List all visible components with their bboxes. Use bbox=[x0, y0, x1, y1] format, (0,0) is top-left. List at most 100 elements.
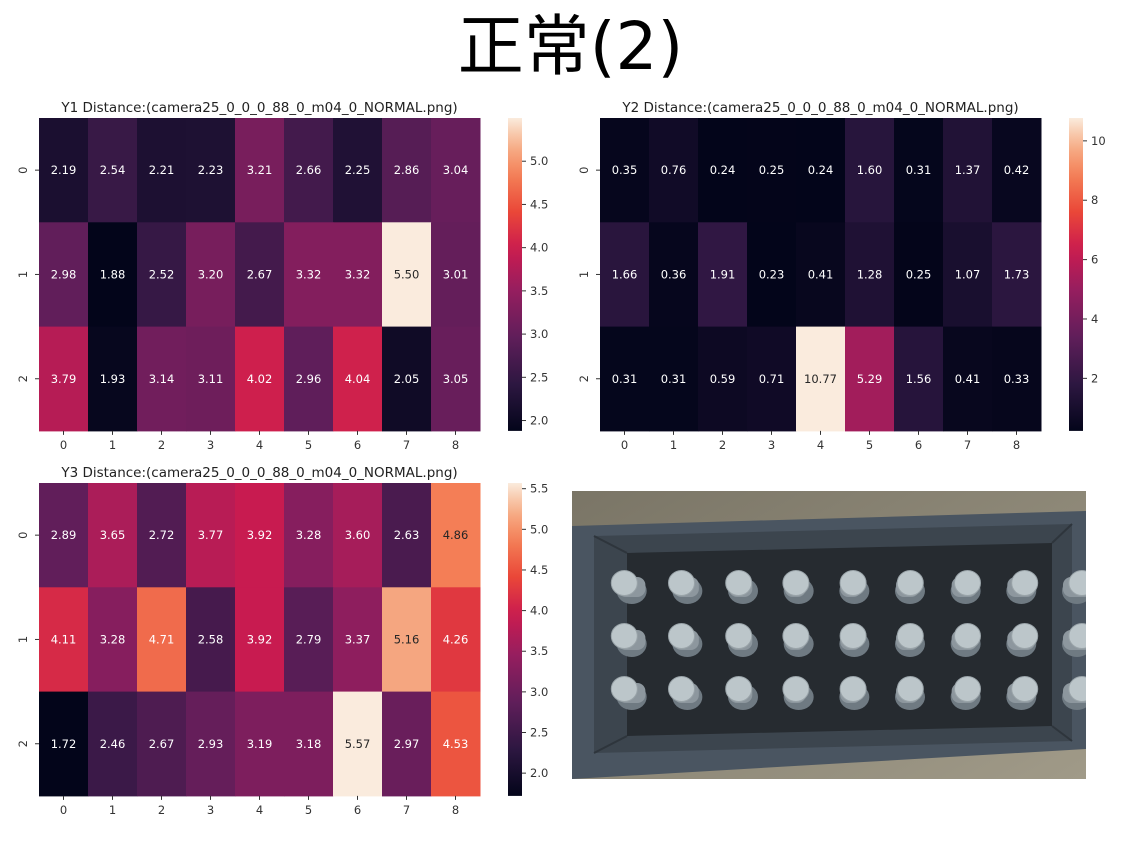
heatmap-cell bbox=[333, 483, 383, 588]
x-tick-label: 0 bbox=[60, 803, 67, 817]
colorbar-tick-label: 2.0 bbox=[530, 414, 548, 428]
heatmap-cell-label: 2.67 bbox=[247, 267, 273, 281]
y-tick-label: 2 bbox=[577, 375, 591, 382]
heatmap-cell-label: 1.28 bbox=[857, 267, 883, 281]
y-tick-label: 1 bbox=[16, 636, 30, 643]
heatmap-cell bbox=[431, 483, 481, 588]
heatmap-cell bbox=[186, 326, 236, 432]
heatmap-cell-label: 3.11 bbox=[198, 372, 224, 386]
heatmap-cell-label: 3.65 bbox=[100, 528, 126, 542]
heatmap-cell bbox=[382, 587, 432, 693]
heatmap-cell bbox=[235, 222, 285, 328]
heatmap-y2-chart: Y2 Distance:(camera25_0_0_0_88_0_m04_0_N… bbox=[577, 100, 1106, 452]
heatmap-cell bbox=[649, 222, 699, 328]
heatmap-cell bbox=[845, 222, 895, 328]
heatmap-cell-label: 0.33 bbox=[1004, 372, 1030, 386]
heatmap-cell bbox=[796, 222, 846, 328]
heatmap-cell bbox=[137, 118, 187, 223]
x-tick-label: 6 bbox=[354, 803, 361, 817]
heatmap-cell-label: 1.66 bbox=[612, 267, 638, 281]
x-tick-label: 6 bbox=[915, 438, 922, 452]
heatmap-cell-label: 3.21 bbox=[247, 163, 273, 177]
x-tick-label: 6 bbox=[354, 438, 361, 452]
camera-image bbox=[572, 491, 1096, 779]
camera-image-render bbox=[572, 491, 1096, 779]
heatmap-cell-label: 4.04 bbox=[345, 372, 371, 386]
heatmap-cell bbox=[845, 118, 895, 223]
heatmap-cell bbox=[382, 483, 432, 588]
heatmap-cell bbox=[894, 326, 944, 432]
colorbar bbox=[508, 118, 522, 431]
colorbar-tick-label: 2.5 bbox=[530, 726, 548, 740]
colorbar-tick-label: 3.5 bbox=[530, 284, 548, 298]
heatmap-cell bbox=[284, 587, 334, 693]
x-tick-label: 8 bbox=[1013, 438, 1020, 452]
heatmap-cell bbox=[186, 483, 236, 588]
colorbar-tick-label: 2 bbox=[1091, 371, 1098, 385]
colorbar-tick-label: 4.5 bbox=[530, 563, 548, 577]
heatmap-cell-label: 4.11 bbox=[51, 632, 77, 646]
heatmap-cell-label: 3.60 bbox=[345, 528, 371, 542]
x-tick-label: 2 bbox=[158, 803, 165, 817]
heatmap-cell-label: 3.04 bbox=[443, 163, 469, 177]
heatmap-cell bbox=[137, 691, 187, 797]
heatmap-cell bbox=[698, 326, 748, 432]
heatmap-cell bbox=[333, 222, 383, 328]
heatmap-cell-label: 0.25 bbox=[759, 163, 785, 177]
heatmap-cell-label: 5.29 bbox=[857, 372, 883, 386]
colorbar-tick-label: 10 bbox=[1091, 134, 1106, 148]
heatmap-cell bbox=[186, 222, 236, 328]
colorbar-tick-label: 3.0 bbox=[530, 685, 548, 699]
heatmap-cell bbox=[186, 118, 236, 223]
heatmap-cell-label: 2.98 bbox=[51, 267, 77, 281]
heatmap-cell bbox=[39, 222, 89, 328]
heatmap-cell bbox=[992, 222, 1042, 328]
y-tick-label: 0 bbox=[16, 166, 30, 173]
x-tick-label: 1 bbox=[670, 438, 677, 452]
heatmap-cell-label: 0.24 bbox=[710, 163, 736, 177]
y-tick-label: 1 bbox=[16, 271, 30, 278]
heatmap-cell bbox=[88, 691, 138, 797]
heatmap-cell bbox=[235, 483, 285, 588]
y-tick-label: 0 bbox=[577, 166, 591, 173]
heatmap-cell-label: 0.31 bbox=[661, 372, 687, 386]
heatmap-cell-label: 2.96 bbox=[296, 372, 322, 386]
heatmap-cell-label: 2.58 bbox=[198, 632, 224, 646]
heatmap-cell bbox=[747, 222, 797, 328]
heatmap-cell bbox=[796, 118, 846, 223]
heatmap-cell bbox=[431, 326, 481, 432]
heatmap-cell-label: 0.41 bbox=[955, 372, 981, 386]
heatmap-cell bbox=[333, 587, 383, 693]
x-tick-label: 0 bbox=[60, 438, 67, 452]
heatmap-y1-panel: Y1 Distance:(camera25_0_0_0_88_0_m04_0_N… bbox=[0, 96, 560, 461]
heatmap-cell-label: 3.37 bbox=[345, 632, 371, 646]
heatmap-cell bbox=[600, 326, 650, 432]
heatmap-y1-chart: Y1 Distance:(camera25_0_0_0_88_0_m04_0_N… bbox=[16, 100, 548, 452]
heatmap-cell-label: 1.07 bbox=[955, 267, 981, 281]
heatmap-cell bbox=[235, 587, 285, 693]
heatmap-cell bbox=[39, 483, 89, 588]
heatmap-cell bbox=[649, 118, 699, 223]
heatmap-cell-label: 0.35 bbox=[612, 163, 638, 177]
heatmap-y3-chart: Y3 Distance:(camera25_0_0_0_88_0_m04_0_N… bbox=[16, 465, 548, 817]
heatmap-cell-label: 2.63 bbox=[394, 528, 420, 542]
heatmap-cell bbox=[992, 118, 1042, 223]
heatmap-cell-label: 2.54 bbox=[100, 163, 126, 177]
heatmap-cell-label: 10.77 bbox=[804, 372, 837, 386]
heatmap-cell bbox=[943, 222, 993, 328]
heatmap-cell-label: 1.37 bbox=[955, 163, 981, 177]
heatmap-cell-label: 0.59 bbox=[710, 372, 736, 386]
colorbar bbox=[508, 483, 522, 796]
heatmap-cell bbox=[600, 118, 650, 223]
heatmap-cell bbox=[186, 587, 236, 693]
y-tick-label: 0 bbox=[16, 531, 30, 538]
heatmap-cell-label: 3.32 bbox=[345, 267, 371, 281]
heatmap-cell-label: 3.28 bbox=[100, 632, 126, 646]
heatmap-cell bbox=[698, 222, 748, 328]
x-tick-label: 8 bbox=[452, 438, 459, 452]
heatmap-cell-label: 2.97 bbox=[394, 737, 420, 751]
heatmap-cell-label: 1.72 bbox=[51, 737, 77, 751]
heatmap-y2-title: Y2 Distance:(camera25_0_0_0_88_0_m04_0_N… bbox=[621, 100, 1018, 116]
heatmap-cell bbox=[39, 587, 89, 693]
heatmap-cell-label: 2.66 bbox=[296, 163, 322, 177]
